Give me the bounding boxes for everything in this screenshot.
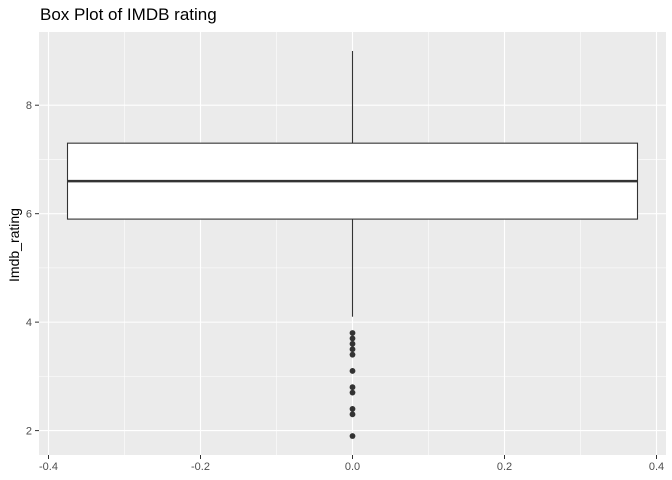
y-tick-label: 4 xyxy=(26,317,32,329)
outlier-point xyxy=(349,368,356,374)
chart-title: Box Plot of IMDB rating xyxy=(40,5,217,24)
outlier-point xyxy=(349,384,356,391)
outlier-point xyxy=(349,433,356,439)
y-axis-title: Imdb_rating xyxy=(6,208,22,282)
x-tick-label: 0.2 xyxy=(497,461,512,473)
x-tick-label: -0.4 xyxy=(39,461,58,473)
outlier-point xyxy=(349,406,356,412)
outlier-point xyxy=(349,330,356,336)
outlier-point xyxy=(349,340,356,347)
x-axis: -0.4 -0.2 0.0 0.2 0.4 xyxy=(39,455,664,473)
outlier-point xyxy=(349,335,356,342)
y-tick-label: 2 xyxy=(26,426,32,438)
boxplot-layer xyxy=(66,50,639,317)
y-tick-label: 6 xyxy=(26,209,32,221)
x-tick-label: -0.2 xyxy=(191,461,210,473)
outlier-point xyxy=(349,389,356,396)
y-axis: 2 4 6 8 xyxy=(26,100,39,438)
x-tick-label: 0.0 xyxy=(345,461,360,473)
outlier-point xyxy=(349,346,356,353)
outlier-point xyxy=(349,351,356,358)
outlier-point xyxy=(349,411,356,418)
y-tick-label: 8 xyxy=(26,100,32,112)
x-tick-label: 0.4 xyxy=(649,461,664,473)
outlier-points xyxy=(349,330,356,439)
